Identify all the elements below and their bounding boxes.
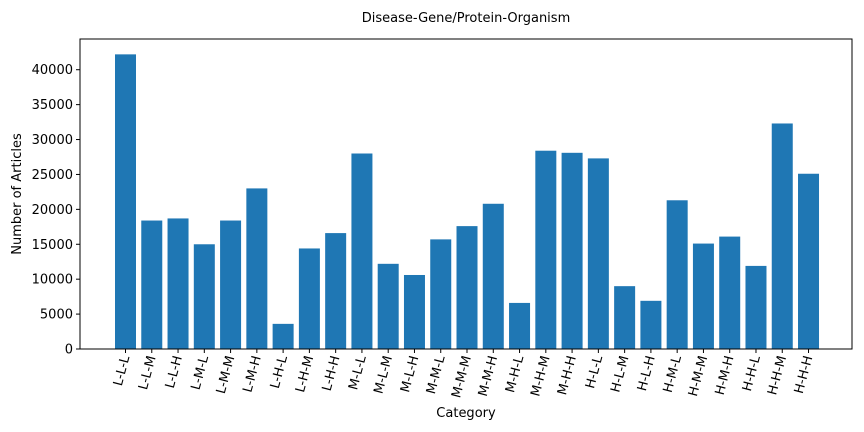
y-tick-label: 40000 xyxy=(32,63,73,78)
bar-h-l-m xyxy=(614,286,636,349)
x-tick-label: M-H-L xyxy=(503,353,527,394)
bar-l-m-m xyxy=(220,220,242,349)
y-axis-ticks: 0 5000 10000 15000 20000 25000 30000 35000 40000 xyxy=(32,63,80,358)
bar-l-m-l xyxy=(193,244,215,349)
bar-l-m-h xyxy=(246,188,268,349)
y-tick-label: 15000 xyxy=(32,238,73,253)
x-tick-label: L-M-H xyxy=(241,354,265,394)
bar-h-m-m xyxy=(692,243,714,349)
bar-l-l-m xyxy=(141,220,163,349)
x-tick-label: L-L-H xyxy=(163,354,186,390)
bar-m-m-l xyxy=(430,239,452,349)
x-tick-label: H-H-L xyxy=(740,353,764,393)
y-tick-label: 35000 xyxy=(32,98,73,113)
bar-h-h-h xyxy=(798,173,820,349)
x-tick-label: H-L-L xyxy=(583,353,606,390)
y-tick-label: 5000 xyxy=(40,308,73,323)
x-tick-label: L-H-L xyxy=(268,353,291,390)
x-tick-label: M-M-H xyxy=(476,354,501,398)
bar-m-h-l xyxy=(509,302,531,349)
x-tick-label: H-L-M xyxy=(608,354,632,394)
x-tick-label: L-H-H xyxy=(320,354,344,393)
bar-m-m-h xyxy=(482,203,504,349)
bar-h-h-m xyxy=(771,123,793,349)
bar-m-l-m xyxy=(377,263,399,349)
chart-title: Disease-Gene/Protein-Organism xyxy=(362,11,570,26)
bar-h-m-h xyxy=(719,236,741,349)
x-tick-label: H-H-H xyxy=(792,354,817,395)
x-tick-label: M-H-H xyxy=(555,354,580,397)
bar-m-l-h xyxy=(403,274,425,349)
x-tick-label: L-L-M xyxy=(136,354,159,391)
y-axis-label: Number of Articles xyxy=(10,133,25,255)
y-tick-label: 20000 xyxy=(32,203,73,218)
bars-group xyxy=(115,54,820,350)
x-tick-label: L-H-M xyxy=(293,354,317,394)
plot-frame xyxy=(79,38,853,350)
bar-h-m-l xyxy=(666,200,688,349)
y-tick-label: 25000 xyxy=(32,168,73,183)
x-tick-label: H-M-H xyxy=(713,354,738,397)
bar-l-h-l xyxy=(272,323,294,349)
x-tick-label: M-M-L xyxy=(424,353,449,395)
bar-l-l-l xyxy=(115,54,136,350)
x-tick-label: L-L-L xyxy=(111,353,134,387)
x-tick-label: M-L-M xyxy=(372,354,397,395)
x-tick-label: L-M-L xyxy=(189,353,213,391)
bar-m-l-l xyxy=(351,153,373,349)
x-tick-label: H-H-M xyxy=(765,354,790,397)
bar-h-l-l xyxy=(587,158,609,349)
bar-l-h-h xyxy=(325,233,347,349)
x-tick-label: M-L-H xyxy=(398,354,422,394)
bar-m-h-m xyxy=(535,150,557,349)
x-axis-label: Category xyxy=(436,406,496,421)
bar-h-h-l xyxy=(745,265,767,349)
y-tick-label: 30000 xyxy=(32,133,73,148)
x-tick-label: M-H-M xyxy=(528,354,553,398)
y-tick-label: 10000 xyxy=(32,273,73,288)
bar-l-h-m xyxy=(298,248,320,349)
x-tick-label: H-M-L xyxy=(661,353,685,394)
y-tick-label: 0 xyxy=(65,343,73,358)
x-tick-label: H-L-H xyxy=(635,354,659,393)
x-axis-ticks: L-L-L L-L-M L-L-H L-M-L L-M-M L-M-H L-H-L L-H-M… xyxy=(111,349,816,400)
x-tick-label: L-M-M xyxy=(214,354,239,395)
x-tick-label: M-L-L xyxy=(346,353,370,391)
bar-m-m-m xyxy=(456,226,478,349)
x-tick-label: M-M-M xyxy=(449,354,475,399)
x-tick-label: H-M-M xyxy=(686,354,711,398)
bar-l-l-h xyxy=(167,218,189,349)
bar-m-h-h xyxy=(561,152,583,349)
bar-h-l-h xyxy=(640,300,662,349)
